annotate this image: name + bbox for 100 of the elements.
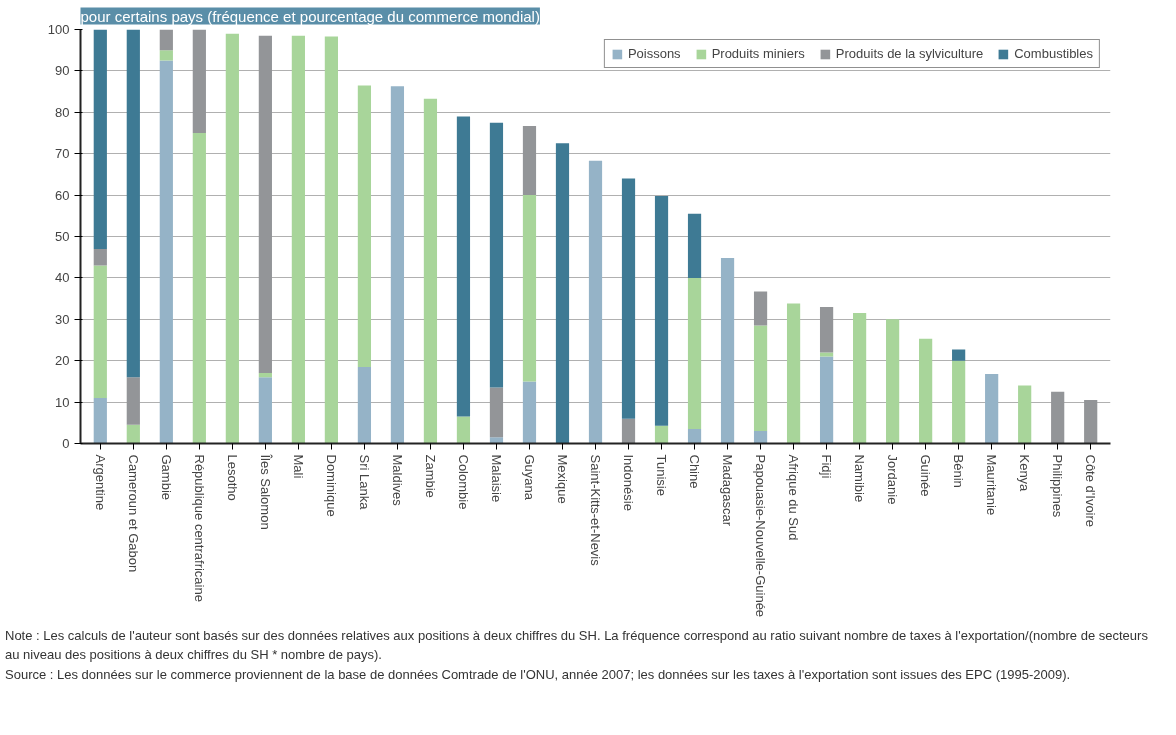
x-tick-label: Cameroun et Gabon (125, 454, 141, 573)
bar (753, 291, 768, 326)
x-tick-label: Colombie (455, 454, 471, 510)
x-tick-label: Côte d'Ivoire (1083, 454, 1099, 528)
x-tick-label: Philippines (1050, 454, 1066, 518)
bar (1084, 400, 1098, 444)
bar (423, 98, 438, 444)
bar (819, 356, 834, 444)
legend-label: Produits miniers (711, 46, 805, 61)
bar (258, 373, 272, 378)
x-tick-label: Gambie (158, 454, 174, 501)
bar (456, 416, 471, 444)
bar (654, 195, 669, 426)
y-tick-label: 30 (55, 311, 70, 327)
bar (720, 258, 735, 444)
bar (819, 306, 834, 353)
bar (357, 85, 372, 367)
bar (93, 29, 107, 249)
chart-title: pour certains pays (fréquence et pourcentage du commerce mondial) (80, 7, 540, 25)
x-tick-label: Madagascar (720, 454, 736, 527)
x-tick-label: Afrique du Sud (786, 454, 802, 541)
x-tick-label: Saint-Kitts-et-Nevis (588, 454, 603, 567)
bar (93, 265, 107, 398)
legend-label: Combustibles (1014, 46, 1093, 61)
x-tick-label: Sri Lanka (356, 454, 372, 511)
bar (786, 303, 801, 444)
legend-label: Produits de la sylviculture (835, 46, 984, 61)
bar (291, 35, 305, 444)
bar (489, 387, 504, 438)
x-tick-label: Îles Salomon (257, 453, 273, 530)
bar (324, 36, 338, 444)
x-tick-label: Jordanie (885, 454, 901, 505)
bar (886, 319, 900, 444)
x-tick-label: Mauritanie (984, 454, 1000, 516)
x-tick-label: Guyana (521, 454, 537, 501)
bar (522, 125, 537, 196)
bar (126, 29, 140, 378)
y-tick-label: 60 (55, 187, 70, 203)
bar (159, 29, 173, 51)
bar (522, 195, 537, 382)
bar (1051, 391, 1065, 444)
bar (555, 143, 570, 444)
bar (357, 366, 372, 444)
bar (588, 160, 603, 444)
bar (192, 133, 206, 444)
legend-label: Poissons (627, 46, 681, 61)
bar (93, 397, 107, 444)
bar (1018, 385, 1032, 444)
bar (819, 352, 834, 357)
source-note: Source : Les données sur le commerce proviennent de la base de données Comtrade de l'ONU, année 2007; les données sur les taxes à l'exportation sont issues des EPC (1995-2009). (5, 666, 1072, 685)
bar (225, 33, 239, 444)
bar (919, 338, 933, 444)
y-tick-label: 50 (55, 229, 70, 244)
text: Note : Les calculs de l'auteur sont basés sur des données relatives aux positions à deux chiffres du SH. La fréquence correspond au ratio suivant nombre de taxes à l'exportation/(nombre de secteurs au niveau des positions à deux chiffres du SH * nombre de pays). (5, 627, 1149, 664)
bar (654, 425, 669, 444)
y-tick-label: 20 (55, 353, 70, 369)
x-tick-label: Malaisie (488, 454, 504, 503)
bar (753, 431, 768, 444)
bar (390, 86, 405, 444)
bar (853, 313, 867, 444)
bar (522, 381, 537, 444)
y-tick-label: 70 (55, 146, 70, 162)
y-tick-label: 10 (55, 394, 70, 410)
y-tick-label: 0 (62, 436, 70, 451)
bar (456, 116, 471, 417)
bar (93, 248, 107, 266)
bar (687, 213, 702, 278)
x-tick-label: Indonésie (621, 454, 637, 511)
bar (753, 325, 768, 432)
bar (952, 360, 966, 444)
y-tick-label: 90 (55, 63, 70, 79)
bar (621, 178, 636, 419)
bar (985, 373, 999, 444)
x-tick-label: Guinée (918, 454, 934, 497)
x-tick-label: Kenya (1017, 454, 1033, 493)
x-tick-label: Tunisie (654, 454, 670, 496)
y-tick-label: 40 (55, 270, 70, 286)
y-tick-label: 100 (47, 22, 70, 37)
bar (687, 429, 702, 444)
x-tick-label: Fidji (819, 454, 835, 479)
x-tick-label: Argentine (92, 454, 108, 511)
x-tick-label: Lesotho (224, 454, 240, 501)
bar (258, 35, 272, 374)
bar (159, 50, 173, 61)
bar (621, 418, 636, 444)
x-tick-label: Mali (290, 454, 306, 479)
x-tick-label: Chine (687, 454, 703, 489)
x-tick-label: Namibie (852, 454, 868, 503)
bar (952, 349, 966, 361)
x-tick-label: Dominique (323, 454, 339, 517)
x-tick-label: Bénin (951, 454, 967, 488)
bar (258, 377, 272, 444)
x-tick-label: République centrafricaine (191, 454, 207, 602)
x-tick-label: Zambie (422, 454, 438, 498)
x-tick-label: Papouasie-Nouvelle-Guinée (753, 454, 769, 618)
bar (489, 437, 504, 444)
bar (489, 122, 504, 388)
bar (126, 377, 140, 425)
bar (126, 424, 140, 444)
bar (159, 60, 173, 444)
